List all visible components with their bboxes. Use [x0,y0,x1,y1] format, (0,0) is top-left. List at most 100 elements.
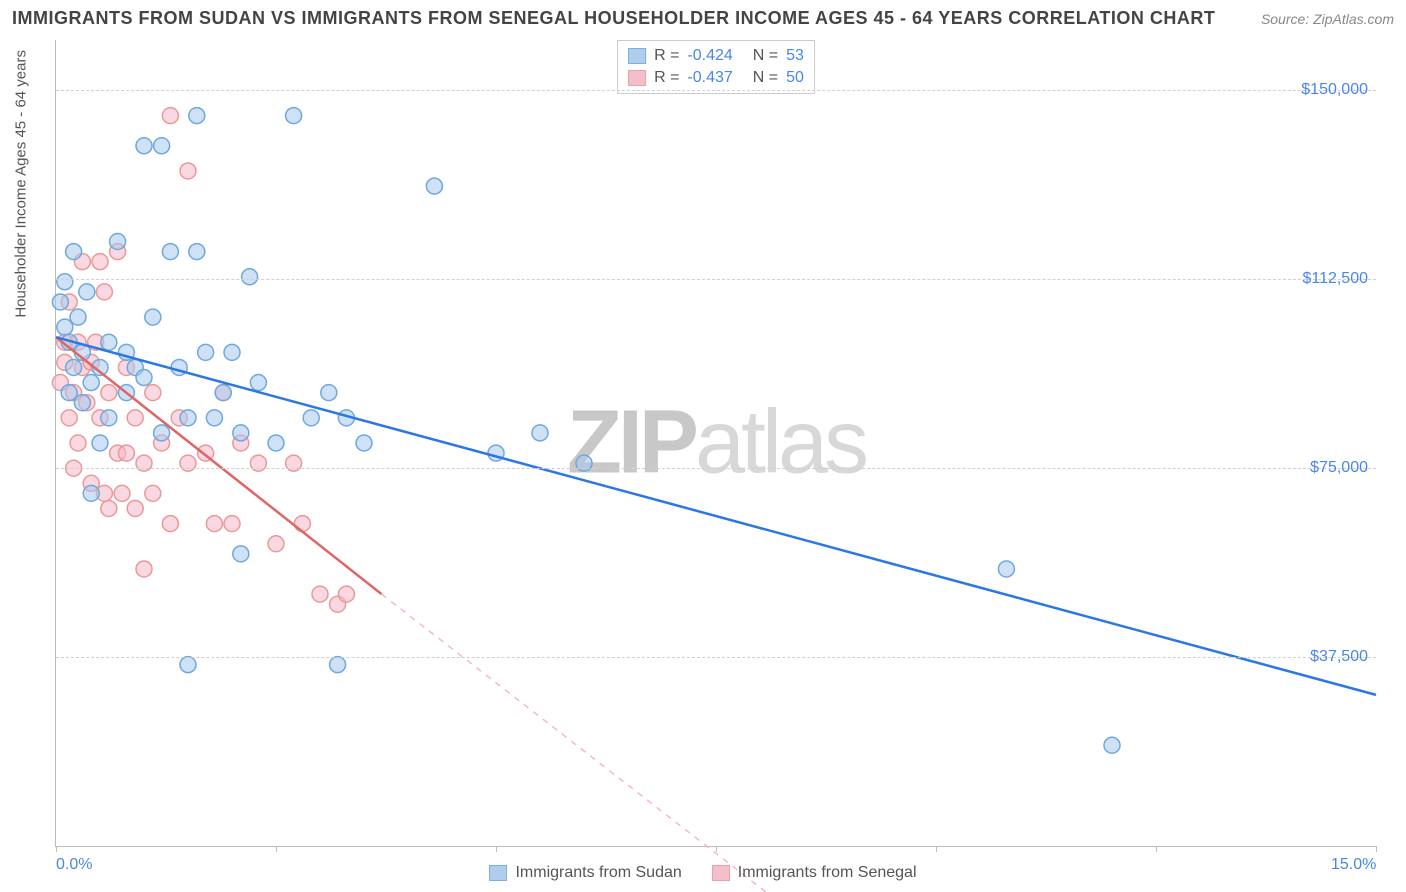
scatter-point [532,425,548,441]
scatter-point [268,435,284,451]
scatter-point [268,536,284,552]
scatter-point [338,586,354,602]
gridline [56,279,1376,280]
scatter-point [294,516,310,532]
scatter-point [74,395,90,411]
scatter-point [998,561,1014,577]
y-tick-label: $37,500 [1310,648,1368,666]
scatter-point [286,108,302,124]
scatter-point [70,309,86,325]
scatter-point [224,344,240,360]
regression-line-dashed [382,594,804,892]
y-tick-label: $150,000 [1301,81,1368,99]
scatter-point [224,516,240,532]
scatter-point [215,385,231,401]
series-legend-label: Immigrants from Senegal [738,864,917,882]
scatter-point [198,344,214,360]
scatter-point [110,234,126,250]
scatter-point [92,435,108,451]
regression-line [56,337,1376,695]
legend-swatch [628,70,646,86]
scatter-point [242,269,258,285]
scatter-point [83,485,99,501]
scatter-point [101,410,117,426]
legend-swatch [628,48,646,64]
scatter-point [92,254,108,270]
legend-n-label: N = [753,47,778,65]
scatter-point [233,425,249,441]
scatter-point [321,385,337,401]
scatter-point [66,359,82,375]
scatter-point [426,178,442,194]
legend-row: R = -0.437 N = 50 [628,67,804,89]
series-legend-item: Immigrants from Sudan [489,864,681,882]
legend-n-value: 53 [786,47,804,65]
correlation-legend: R = -0.424 N = 53 R = -0.437 N = 50 [617,40,815,94]
scatter-point [303,410,319,426]
gridline [56,657,1376,658]
series-legend-label: Immigrants from Sudan [515,864,681,882]
scatter-point [127,500,143,516]
scatter-point [101,334,117,350]
scatter-point [180,163,196,179]
scatter-point [312,586,328,602]
scatter-point [162,516,178,532]
scatter-point [154,138,170,154]
legend-r-label: R = [654,47,679,65]
legend-n-label: N = [753,69,778,87]
scatter-point [101,500,117,516]
scatter-point [145,385,161,401]
scatter-point [206,410,222,426]
scatter-point [250,375,266,391]
scatter-point [180,410,196,426]
y-tick-label: $75,000 [1310,459,1368,477]
scatter-point [127,410,143,426]
chart-header: IMMIGRANTS FROM SUDAN VS IMMIGRANTS FROM… [12,8,1394,29]
scatter-point [330,657,346,673]
scatter-point [189,108,205,124]
x-tick-mark [936,846,937,852]
plot-svg [56,40,1376,846]
scatter-point [136,561,152,577]
scatter-point [114,485,130,501]
scatter-point [1104,737,1120,753]
scatter-point [145,485,161,501]
scatter-point [233,546,249,562]
scatter-point [206,516,222,532]
y-tick-label: $112,500 [1302,270,1368,288]
scatter-point [79,284,95,300]
scatter-point [101,385,117,401]
scatter-point [66,244,82,260]
chart-source: Source: ZipAtlas.com [1261,11,1394,27]
scatter-point [189,244,205,260]
chart-container: IMMIGRANTS FROM SUDAN VS IMMIGRANTS FROM… [0,0,1406,892]
x-tick-mark [1156,846,1157,852]
scatter-point [136,370,152,386]
x-tick-mark [496,846,497,852]
scatter-point [162,244,178,260]
legend-r-value: -0.437 [687,69,732,87]
y-axis-label: Householder Income Ages 45 - 64 years [13,50,30,318]
scatter-point [83,375,99,391]
scatter-point [57,319,73,335]
scatter-point [145,309,161,325]
legend-r-value: -0.424 [687,47,732,65]
legend-row: R = -0.424 N = 53 [628,45,804,67]
regression-line [56,337,382,594]
legend-r-label: R = [654,69,679,87]
x-tick-mark [716,846,717,852]
gridline [56,468,1376,469]
series-legend: Immigrants from Sudan Immigrants from Sen… [0,864,1406,882]
scatter-point [180,657,196,673]
chart-title: IMMIGRANTS FROM SUDAN VS IMMIGRANTS FROM… [12,8,1215,29]
scatter-point [70,435,86,451]
legend-n-value: 50 [786,69,804,87]
series-legend-item: Immigrants from Senegal [712,864,917,882]
scatter-point [154,425,170,441]
scatter-point [61,410,77,426]
scatter-point [118,445,134,461]
x-tick-mark [1376,846,1377,852]
x-tick-mark [276,846,277,852]
legend-swatch [489,865,507,881]
scatter-point [356,435,372,451]
